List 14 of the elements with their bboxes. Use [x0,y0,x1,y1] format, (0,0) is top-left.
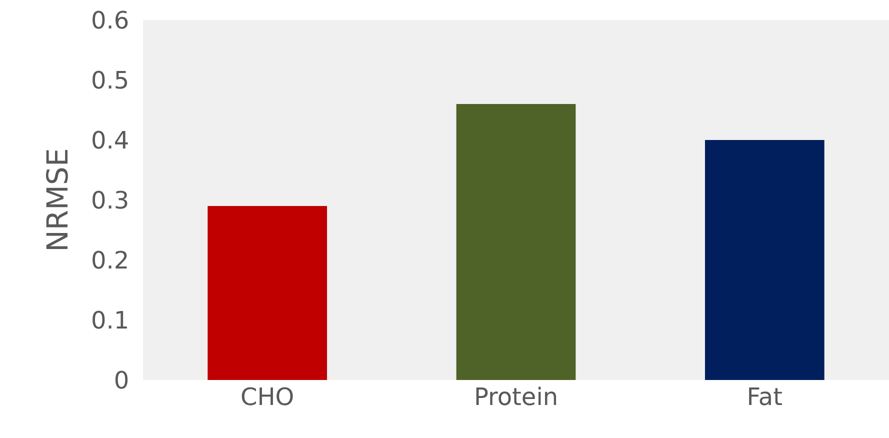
x-tick-label: Fat [746,383,783,411]
y-tick-label: 0.3 [91,186,130,214]
x-tick-label: Protein [474,383,558,411]
y-tick-label: 0.5 [91,66,130,94]
y-tick-label: 0.4 [91,126,130,154]
bar [208,206,328,380]
y-tick-label: 0.2 [91,246,130,274]
x-tick-label: CHO [240,383,294,411]
y-tick-label: 0.1 [91,306,130,334]
y-tick-label: 0 [114,366,130,394]
y-tick-label: 0.6 [91,6,130,34]
y-axis-title: NRMSE [40,148,74,252]
bar [456,104,576,380]
bar [704,140,824,380]
